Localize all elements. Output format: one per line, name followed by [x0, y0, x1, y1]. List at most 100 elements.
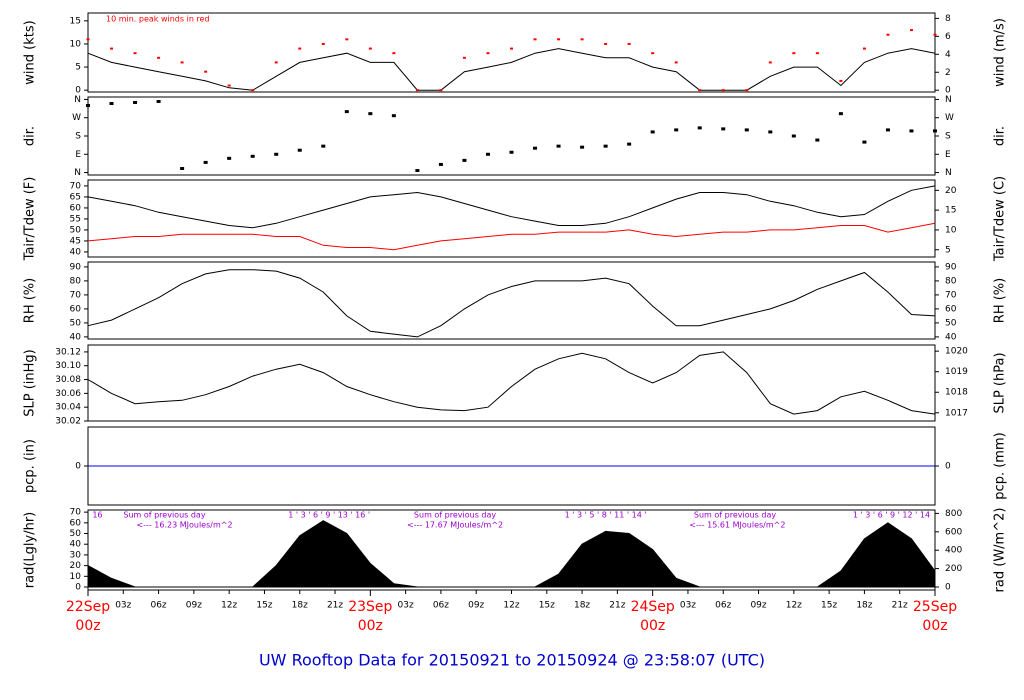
x-tick-label: 15z	[821, 601, 837, 611]
direction-point	[650, 130, 655, 134]
y2-tick-label: 800	[945, 509, 962, 519]
y2-tick-label: 50	[945, 318, 957, 328]
x-tick-label: 03z	[398, 601, 414, 611]
annotation: 10 min. peak winds in red	[106, 15, 210, 24]
x-tick-label: 12z	[503, 601, 519, 611]
annotation: <--- 15.61 MJoules/m^2	[689, 521, 785, 530]
peak-point	[86, 38, 90, 41]
direction-point	[180, 167, 185, 170]
y-axis-label: RH (%)	[23, 278, 38, 323]
y-axis-label: pcp. (in)	[23, 439, 38, 493]
x-tick-label: 06z	[715, 601, 731, 611]
y-tick-label: 40	[70, 540, 82, 550]
annotation: <--- 16.23 MJoules/m^2	[136, 521, 232, 530]
y-tick-label: 0	[75, 462, 81, 472]
direction-point	[274, 152, 279, 156]
direction-point	[556, 144, 561, 148]
y-tick-label: 30.10	[55, 361, 81, 371]
direction-point	[533, 146, 538, 150]
panel-frame	[87, 344, 936, 422]
peak-point	[792, 52, 796, 55]
peak-point	[251, 89, 255, 92]
y2-tick-label: 6	[945, 32, 951, 42]
peak-point	[533, 38, 537, 41]
peak-point	[227, 84, 231, 87]
date-label: 25Sep	[913, 599, 957, 615]
y-tick-label: 20	[70, 561, 82, 571]
direction-point	[509, 150, 514, 154]
x-tick-label: 06z	[150, 601, 166, 611]
x-tick-label: 06z	[433, 601, 449, 611]
y2-tick-label: 1019	[945, 367, 968, 377]
y2-tick-label: 400	[945, 546, 962, 556]
y-tick-label: 80	[70, 276, 82, 286]
y2-axis-label: pcp. (mm)	[993, 432, 1008, 499]
direction-point	[297, 148, 302, 152]
x-tick-label: 09z	[468, 601, 484, 611]
y2-tick-label: W	[945, 113, 954, 123]
direction-point	[580, 145, 585, 149]
panel-frame	[87, 96, 936, 176]
y2-axis-label: Tair/Tdew (C)	[993, 176, 1008, 262]
direction-point	[227, 156, 232, 160]
radiation-area	[87, 520, 936, 588]
peak-point	[486, 52, 490, 55]
y2-tick-label: 80	[945, 276, 957, 286]
series-line	[87, 185, 936, 229]
y-tick-label: 40	[70, 332, 82, 342]
direction-point	[415, 169, 420, 173]
y-tick-label: 30.06	[55, 389, 81, 399]
y2-tick-label: 0	[945, 462, 951, 472]
x-tick-label: 21z	[327, 601, 343, 611]
y-tick-label: 45	[70, 236, 81, 246]
y-tick-label: 30.02	[55, 417, 81, 427]
annotation: 1 ' 3 ' 6 ' 9 ' 13 ' 16 '	[288, 511, 370, 520]
peak-point	[345, 38, 349, 41]
x-tick-label: 12z	[221, 601, 237, 611]
x-tick-label: 21z	[892, 601, 908, 611]
y-tick-label: 40	[70, 247, 82, 257]
direction-point	[603, 144, 608, 148]
y2-axis-label: SLP (hPa)	[993, 352, 1008, 413]
direction-point	[838, 112, 843, 116]
y-tick-label: W	[72, 113, 81, 123]
series-line	[87, 351, 936, 415]
x-tick-label: 09z	[750, 601, 766, 611]
direction-point	[109, 102, 114, 105]
direction-point	[697, 126, 702, 130]
direction-point	[862, 140, 867, 144]
x-tick-label: 21z	[609, 601, 625, 611]
x-tick-label: 15z	[539, 601, 555, 611]
date-sublabel: 00z	[358, 618, 383, 634]
y-tick-label: 30.08	[55, 375, 81, 385]
peak-point	[815, 52, 819, 55]
y-tick-label: 10	[70, 39, 82, 49]
y-tick-label: 90	[70, 262, 82, 272]
y-axis-label: dir.	[23, 126, 38, 146]
direction-point	[250, 154, 255, 158]
date-sublabel: 00z	[922, 618, 947, 634]
direction-point	[815, 138, 820, 142]
direction-point	[627, 142, 632, 146]
direction-point	[909, 129, 914, 133]
y-tick-label: 10	[70, 572, 82, 582]
footer-title: UW Rooftop Data for 20150921 to 20150924…	[259, 651, 765, 670]
y2-tick-label: N	[945, 168, 952, 178]
peak-point	[627, 42, 631, 45]
peak-point	[462, 56, 466, 59]
peak-point	[204, 70, 208, 73]
annotation: Sum of previous day	[123, 511, 205, 520]
y2-tick-label: E	[945, 150, 951, 160]
annotation: 1 ' 3 ' 5 ' 8 ' 11 ' 14 '	[565, 511, 647, 520]
peak-point	[768, 61, 772, 64]
peak-point	[439, 89, 443, 92]
y2-tick-label: 2	[945, 68, 951, 78]
y-tick-label: S	[75, 132, 81, 142]
direction-point	[368, 112, 373, 116]
y2-axis-label: dir.	[993, 126, 1008, 146]
annotation: Sum of previous day	[694, 511, 776, 520]
y-tick-label: 70	[70, 290, 82, 300]
y-tick-label: 50	[70, 529, 82, 539]
y2-tick-label: 8	[945, 14, 951, 24]
